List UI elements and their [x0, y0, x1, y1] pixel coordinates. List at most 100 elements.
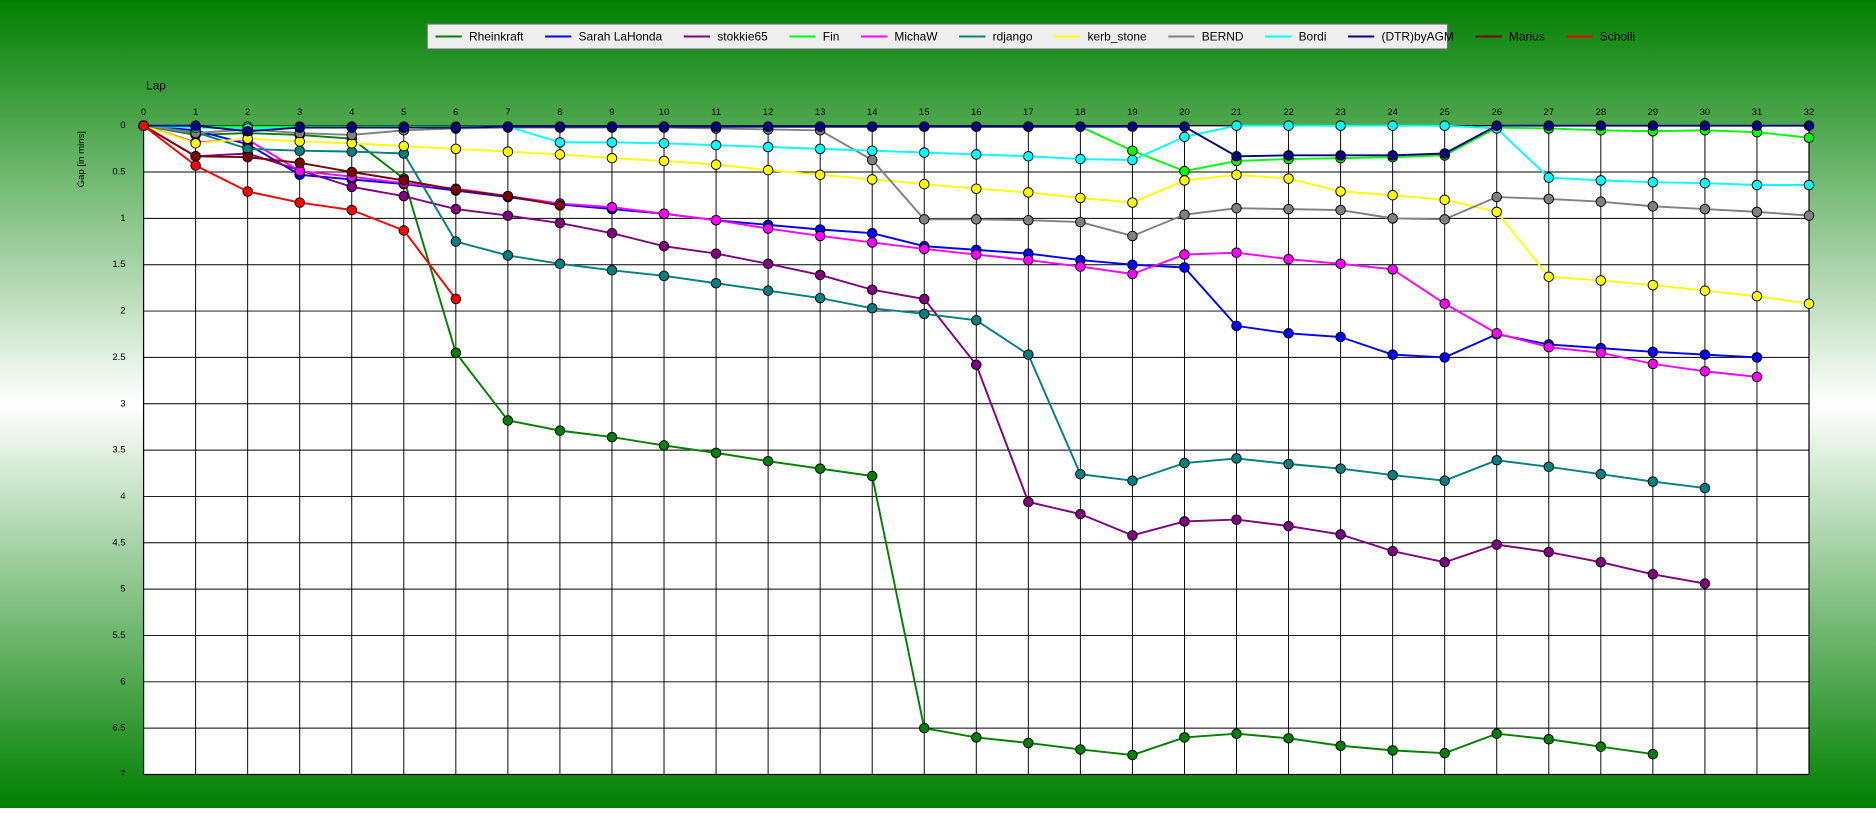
data-point	[294, 122, 305, 133]
x-tick-label: 13	[815, 107, 826, 118]
data-point	[554, 149, 566, 160]
data-point	[1179, 121, 1190, 132]
data-point	[1075, 744, 1086, 755]
data-point	[1231, 728, 1242, 739]
data-point	[971, 183, 982, 194]
data-point	[1387, 213, 1398, 224]
data-point	[1491, 191, 1502, 203]
x-tick-label: 0	[141, 107, 146, 118]
data-point	[866, 121, 878, 132]
data-point	[1075, 153, 1086, 165]
data-point	[1231, 247, 1242, 258]
data-point	[710, 121, 722, 132]
data-point	[658, 208, 670, 220]
data-point	[658, 138, 670, 149]
data-point	[1439, 148, 1450, 159]
legend-label: stokkie65	[717, 29, 768, 43]
x-tick-label: 2	[245, 107, 250, 118]
data-point	[1803, 179, 1815, 191]
data-point	[606, 227, 618, 239]
y-tick-label: 4.5	[112, 537, 125, 548]
x-tick-label: 21	[1231, 107, 1242, 118]
data-point	[814, 269, 826, 281]
data-point	[1231, 151, 1242, 162]
data-point	[1283, 458, 1294, 470]
data-point	[554, 121, 566, 132]
data-point	[1387, 545, 1398, 557]
data-point	[1127, 121, 1138, 132]
data-point	[1283, 203, 1294, 215]
data-point	[1491, 455, 1502, 466]
data-point	[1335, 463, 1346, 474]
data-point	[1179, 175, 1190, 186]
data-point	[658, 121, 670, 132]
data-point	[294, 197, 305, 208]
data-point	[866, 227, 878, 239]
data-point	[658, 440, 670, 451]
x-tick-label: 30	[1700, 107, 1711, 118]
data-point	[866, 145, 878, 156]
data-point	[1595, 175, 1607, 186]
data-point	[1803, 120, 1815, 131]
data-point	[242, 186, 253, 197]
data-point	[710, 159, 722, 170]
data-point	[1439, 120, 1450, 131]
legend-label: Bordi	[1299, 29, 1327, 43]
data-point	[814, 143, 826, 155]
data-point	[1751, 179, 1763, 191]
data-point	[606, 431, 618, 443]
data-point	[710, 248, 722, 259]
data-point	[1543, 172, 1555, 183]
data-point	[1075, 121, 1086, 132]
data-point	[1075, 468, 1086, 480]
data-point	[554, 137, 566, 148]
data-point	[1283, 173, 1294, 184]
data-point	[1283, 520, 1294, 532]
data-point	[1387, 189, 1398, 201]
data-point	[1335, 186, 1346, 197]
data-point	[1543, 733, 1555, 745]
series-line	[143, 124, 1654, 756]
data-point	[1075, 508, 1086, 520]
y-tick-label: 0	[120, 120, 125, 131]
data-point	[1803, 298, 1815, 309]
data-point	[1127, 145, 1138, 156]
data-point	[1751, 290, 1763, 302]
data-point	[1699, 285, 1711, 296]
data-point	[1387, 745, 1398, 756]
data-point	[138, 120, 149, 131]
data-point	[1283, 328, 1294, 339]
data-point	[1491, 206, 1502, 218]
y-tick-label: 3.5	[112, 445, 125, 456]
y-tick-label: 7	[120, 769, 125, 780]
data-point	[1023, 254, 1034, 266]
y-tick-label: 1	[120, 213, 125, 224]
data-point	[1491, 728, 1502, 739]
data-point	[762, 141, 774, 153]
x-tick-label: 15	[919, 107, 930, 118]
data-point	[1231, 320, 1242, 332]
data-point	[1075, 192, 1086, 204]
data-point	[1803, 132, 1815, 144]
data-point	[1543, 120, 1555, 131]
data-point	[294, 157, 305, 169]
x-tick-label: 1	[193, 107, 198, 118]
data-point	[1387, 469, 1398, 481]
data-point	[762, 258, 774, 270]
x-tick-label: 8	[557, 107, 562, 118]
legend-label: rdjango	[993, 29, 1033, 43]
data-point	[1647, 476, 1659, 487]
data-point	[971, 315, 982, 326]
data-point	[1387, 349, 1398, 360]
x-tick-label: 19	[1127, 107, 1138, 118]
x-tick-label: 17	[1023, 107, 1034, 118]
data-point	[1127, 197, 1138, 208]
data-point	[1439, 298, 1450, 309]
data-point	[762, 121, 774, 132]
data-point	[1439, 194, 1450, 206]
data-point	[1023, 349, 1034, 360]
data-point	[1595, 741, 1607, 752]
data-point	[918, 293, 930, 305]
x-tick-label: 26	[1491, 107, 1502, 118]
data-point	[450, 203, 462, 215]
